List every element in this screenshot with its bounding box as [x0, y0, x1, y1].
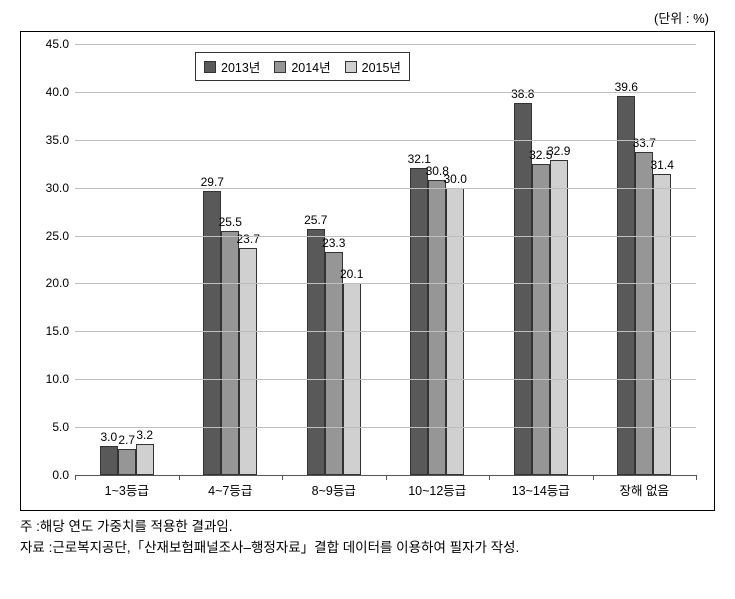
x-category-label: 8~9등급	[312, 480, 356, 499]
bar-value-label: 23.7	[237, 232, 260, 246]
ytick-label: 40.0	[33, 85, 69, 99]
footnotes: 주 : 해당 연도 가중치를 적용한 결과임. 자료 : 근로복지공단,「산재보…	[20, 517, 715, 559]
bar	[410, 168, 428, 475]
bar-value-label: 29.7	[201, 175, 224, 189]
x-category-label: 13~14등급	[512, 480, 570, 499]
source-row: 자료 : 근로복지공단,「산재보험패널조사–행정자료」결합 데이터를 이용하여 …	[20, 538, 715, 559]
bars-layer: 3.02.73.229.725.523.725.723.320.132.130.…	[75, 44, 696, 475]
gridline	[75, 44, 696, 45]
legend-swatch-icon	[204, 61, 216, 73]
note-prefix: 주 :	[20, 517, 40, 538]
gridline	[75, 379, 696, 380]
chart-container: 2013년 2014년 2015년 3.02.73.2 29.7 25.5 23.7 2…	[20, 31, 715, 511]
legend-item-2013: 2013년	[204, 57, 260, 76]
plot: 2013년 2014년 2015년 3.02.73.2 29.7 25.5 23.7 2…	[75, 44, 696, 476]
source-prefix: 자료 :	[20, 538, 52, 559]
bar	[221, 231, 239, 475]
bar-value-label: 33.7	[633, 136, 656, 150]
bar	[428, 180, 446, 475]
legend-label: 2013년	[221, 57, 260, 76]
bar	[100, 446, 118, 475]
legend-label: 2015년	[362, 57, 401, 76]
x-category-label: 1~3등급	[105, 480, 149, 499]
ytick-label: 15.0	[33, 324, 69, 338]
legend-item-2015: 2015년	[345, 57, 401, 76]
chart-area: 2013년 2014년 2015년 3.02.73.2 29.7 25.5 23.7 2…	[33, 42, 702, 504]
bar-value-label: 3.2	[136, 428, 153, 442]
x-axis: 1~3등급 4~7등급 8~9등급 10~12등급 13~14등급 장해 없음	[75, 480, 696, 500]
x-category-label: 10~12등급	[408, 480, 466, 499]
ytick-label: 5.0	[33, 420, 69, 434]
bar	[307, 229, 325, 475]
x-tick-mark	[696, 475, 697, 480]
ytick-label: 30.0	[33, 181, 69, 195]
bar	[653, 174, 671, 475]
gridline	[75, 331, 696, 332]
ytick-label: 35.0	[33, 133, 69, 147]
gridline	[75, 188, 696, 189]
x-category-label: 장해 없음	[620, 480, 669, 499]
bar	[136, 444, 154, 475]
legend: 2013년 2014년 2015년	[195, 52, 410, 81]
ytick-label: 25.0	[33, 229, 69, 243]
bar-value-label: 30.0	[444, 172, 467, 186]
note-text: 해당 연도 가중치를 적용한 결과임.	[40, 517, 233, 538]
bar-value-label: 32.9	[547, 144, 570, 158]
bar-value-label: 23.3	[322, 236, 345, 250]
plot-container: 2013년 2014년 2015년 3.02.73.2 29.7 25.5 23.7 2…	[75, 44, 696, 476]
legend-item-2014: 2014년	[274, 57, 330, 76]
legend-swatch-icon	[274, 61, 286, 73]
bar-value-label: 20.1	[340, 267, 363, 281]
bar-value-label: 25.7	[304, 213, 327, 227]
bar	[239, 248, 257, 475]
ytick-label: 10.0	[33, 372, 69, 386]
bar	[325, 252, 343, 475]
unit-label: (단위 : %)	[20, 8, 709, 27]
x-category-label: 4~7등급	[208, 480, 252, 499]
bar	[617, 96, 635, 475]
bar	[203, 191, 221, 475]
bar	[118, 449, 136, 475]
gridline	[75, 140, 696, 141]
gridline	[75, 236, 696, 237]
ytick-label: 20.0	[33, 276, 69, 290]
bar	[532, 164, 550, 475]
gridline	[75, 92, 696, 93]
legend-label: 2014년	[291, 57, 330, 76]
gridline	[75, 427, 696, 428]
bar-value-label: 3.0	[100, 430, 117, 444]
legend-swatch-icon	[345, 61, 357, 73]
source-text: 근로복지공단,「산재보험패널조사–행정자료」결합 데이터를 이용하여 필자가 작…	[52, 538, 519, 559]
ytick-label: 0.0	[33, 468, 69, 482]
bar-value-label: 25.5	[219, 215, 242, 229]
bar-value-label: 2.7	[118, 433, 135, 447]
bar-value-label: 38.8	[511, 87, 534, 101]
bar-value-label: 31.4	[651, 158, 674, 172]
gridline	[75, 283, 696, 284]
ytick-label: 45.0	[33, 37, 69, 51]
note-row: 주 : 해당 연도 가중치를 적용한 결과임.	[20, 517, 715, 538]
